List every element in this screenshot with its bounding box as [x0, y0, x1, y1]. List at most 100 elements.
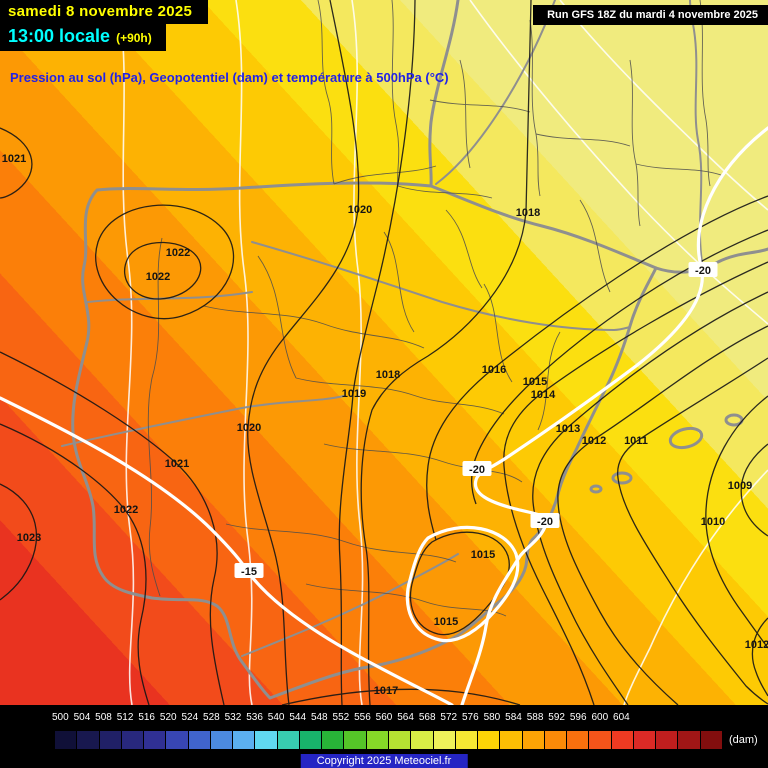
map-canvas: 1021 1022 1022 1020 1018 -20 1018 1019 1016 1015 1…: [0, 0, 768, 705]
scale-color-cell: [633, 731, 657, 749]
svg-text:1012: 1012: [582, 435, 606, 447]
scale-value: 536: [246, 712, 263, 723]
scale-value: 596: [569, 712, 587, 723]
scale-color-cell: [589, 731, 612, 749]
svg-text:1020: 1020: [237, 422, 261, 434]
svg-text:1021: 1021: [165, 458, 189, 470]
scale-color-cell: [55, 731, 78, 749]
svg-text:1015: 1015: [471, 549, 495, 561]
geopotential-color-fill: [0, 0, 768, 705]
isobar-label: 1022: [114, 504, 138, 516]
scale-color-cell: [544, 731, 568, 749]
model-run-info: Run GFS 18Z du mardi 4 novembre 2025: [533, 5, 768, 25]
temperature-label: -20: [462, 461, 492, 476]
scale-color-cell: [322, 731, 345, 749]
isobar-label: 1018: [376, 369, 400, 381]
scale-color-cell: [99, 731, 122, 749]
isobar-lines: [0, 0, 768, 705]
scale-value: 524: [181, 712, 199, 723]
scale-value: 592: [548, 712, 565, 723]
scale-value: 604: [613, 712, 630, 723]
scale-color-cell: [433, 731, 456, 749]
isobar-label: 1021: [165, 458, 189, 470]
svg-text:1009: 1009: [728, 480, 752, 492]
isobar-label: 1017: [374, 685, 398, 697]
svg-text:1019: 1019: [342, 388, 366, 400]
scale-value: 576: [461, 712, 479, 723]
scale-value: 540: [267, 712, 285, 723]
svg-text:1018: 1018: [376, 369, 400, 381]
svg-text:1021: 1021: [2, 153, 26, 165]
scale-value: 548: [310, 712, 328, 723]
isobar-label: 1022: [146, 271, 170, 283]
svg-text:1022: 1022: [114, 504, 138, 516]
scale-value: 516: [138, 712, 155, 723]
scale-color-cell: [188, 731, 211, 749]
temperature-label: -20: [688, 262, 718, 277]
scale-color-cell: [366, 731, 389, 749]
scale-color-cell: [700, 731, 723, 749]
scale-color-cell: [500, 731, 523, 749]
svg-text:1017: 1017: [374, 685, 398, 697]
scale-value: 544: [289, 712, 307, 723]
svg-text:-20: -20: [537, 516, 553, 528]
svg-text:1014: 1014: [531, 389, 556, 401]
svg-text:1012: 1012: [745, 639, 768, 651]
admin-borders: [147, 0, 725, 617]
scale-colorbar: [55, 731, 723, 749]
svg-text:1015: 1015: [523, 376, 547, 388]
scale-value: 564: [397, 712, 414, 723]
scale-color-cell: [77, 731, 100, 749]
scale-color-cell: [121, 731, 145, 749]
svg-text:1010: 1010: [701, 516, 725, 528]
isobar-label: 1022: [166, 247, 190, 259]
svg-text:1011: 1011: [624, 435, 648, 447]
scale-value: 512: [116, 712, 134, 723]
svg-text:1016: 1016: [482, 364, 506, 376]
scale-value: 500: [52, 712, 69, 723]
scale-color-cell: [277, 731, 300, 749]
scale-color-cell: [522, 731, 545, 749]
scale-value: 580: [483, 712, 501, 723]
svg-text:1022: 1022: [146, 271, 170, 283]
isobar-label: 1018: [516, 207, 540, 219]
copyright-label: Copyright 2025 Meteociel.fr: [300, 754, 468, 768]
scale-color-cell: [144, 731, 167, 749]
svg-text:1022: 1022: [166, 247, 190, 259]
isobar-label: 1015: [523, 376, 547, 388]
isobar-label: 1012: [745, 639, 768, 651]
svg-text:1015: 1015: [434, 616, 458, 628]
scale-value: 572: [440, 712, 458, 723]
svg-text:1023: 1023: [17, 532, 41, 544]
scale-value: 584: [505, 712, 522, 723]
scale-value: 588: [526, 712, 544, 723]
scale-color-cell: [656, 731, 679, 749]
scale-value: 556: [354, 712, 371, 723]
isobar-label: 1021: [2, 153, 26, 165]
scale-value: 552: [332, 712, 350, 723]
isobar-label: 1015: [434, 616, 458, 628]
scale-color-cell: [411, 731, 434, 749]
svg-text:1013: 1013: [556, 423, 580, 435]
scale-unit-label: (dam): [729, 734, 758, 746]
time-banner: 13:00 locale (+90h): [0, 24, 166, 51]
scale-color-cell: [255, 731, 278, 749]
scale-value: 520: [159, 712, 177, 723]
svg-text:1018: 1018: [516, 207, 540, 219]
scale-value: 532: [224, 712, 242, 723]
geopotential-lines: [117, 0, 768, 705]
local-time-label: 13:00 locale: [8, 26, 111, 46]
svg-text:-15: -15: [241, 566, 257, 578]
temperature-label: -20: [530, 513, 560, 528]
date-banner: samedi 8 novembre 2025: [0, 0, 209, 24]
scale-color-cell: [233, 731, 256, 749]
scale-color-cell: [478, 731, 501, 749]
scale-color-cell: [678, 731, 701, 749]
map-parameters-title: Pression au sol (hPa), Geopotentiel (dam…: [10, 70, 449, 85]
isobar-label: 1014: [531, 389, 556, 401]
isobar-label: 1019: [342, 388, 366, 400]
scale-values-row: 500 504 508 512 516 520 524 528 532 536 540 544 548 5…: [52, 712, 630, 723]
